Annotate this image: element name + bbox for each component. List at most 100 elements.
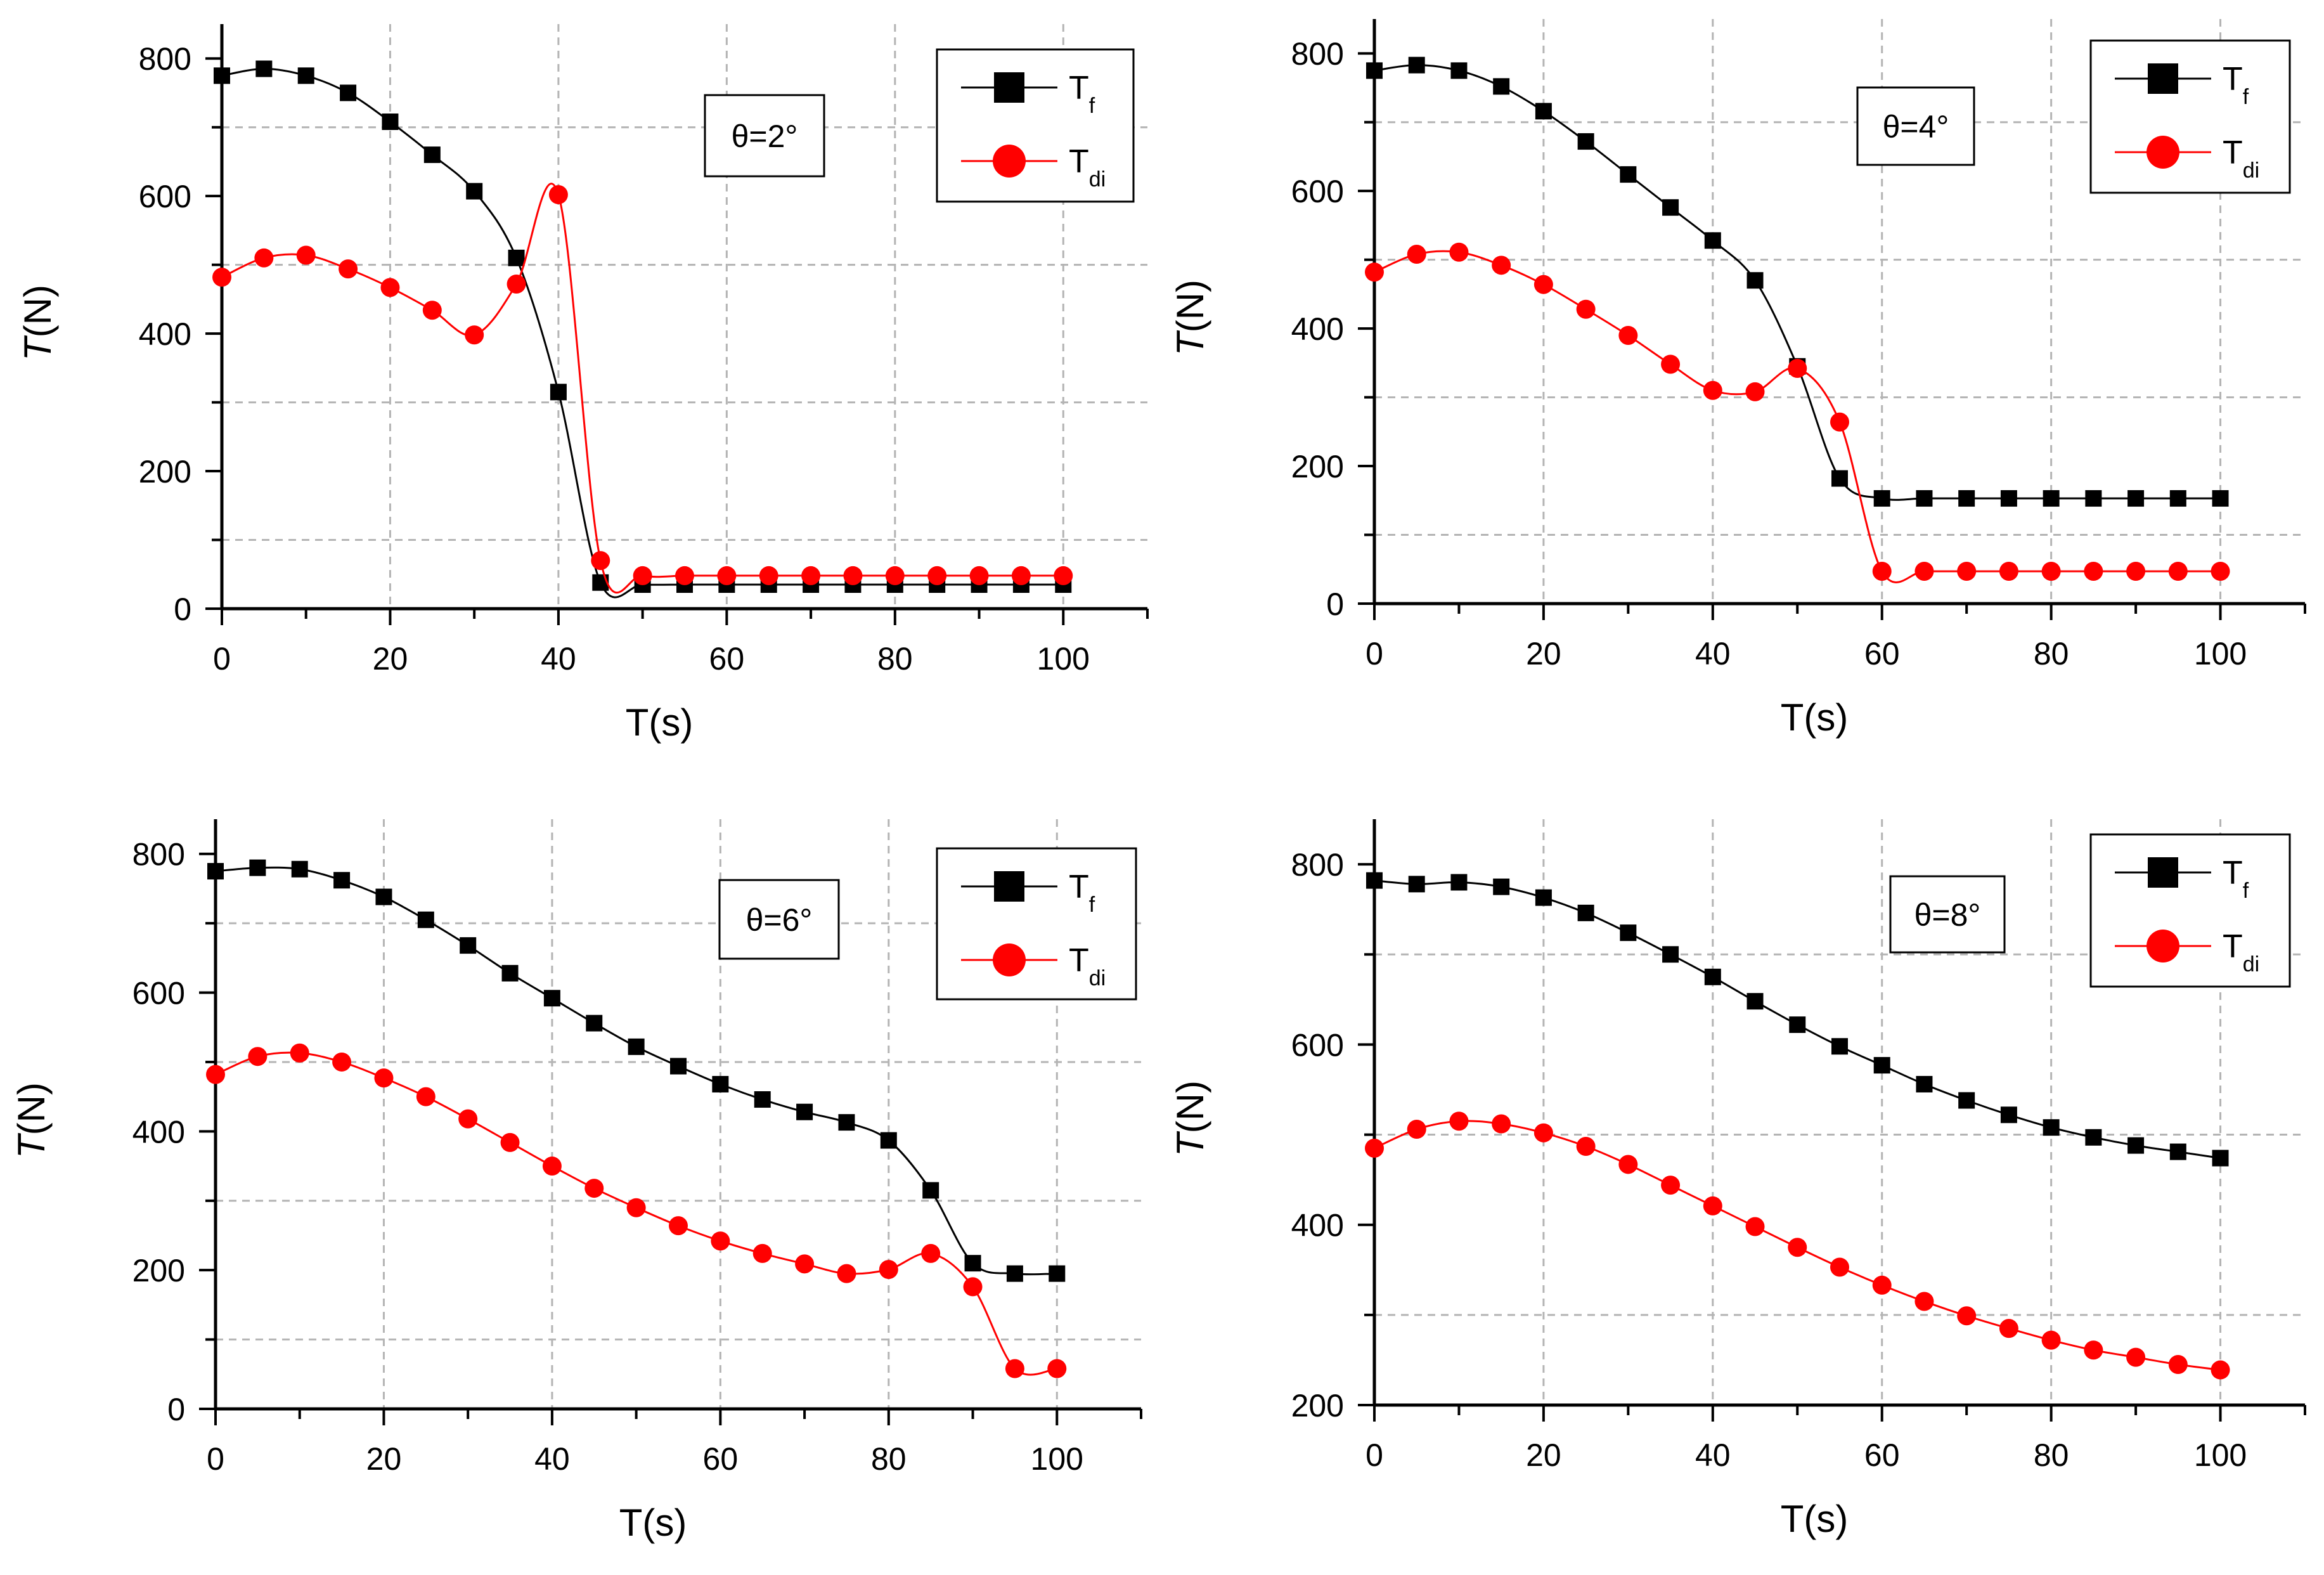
data-point-square xyxy=(1535,103,1552,120)
y-tick-label: 800 xyxy=(139,41,191,77)
data-point-circle xyxy=(1533,1123,1553,1143)
data-point-square xyxy=(880,1132,897,1149)
data-point-circle xyxy=(1999,1319,2018,1338)
data-point-square xyxy=(1450,874,1468,891)
data-point-circle xyxy=(927,566,947,585)
data-point-circle xyxy=(1005,1359,1024,1378)
annotation-box xyxy=(704,94,825,178)
data-point-circle xyxy=(500,1132,520,1152)
data-point-square xyxy=(2043,490,2060,507)
legend-marker-circle xyxy=(2146,136,2179,169)
x-tick-label: 0 xyxy=(207,1441,224,1477)
legend-label-main: T xyxy=(1069,869,1089,905)
data-point-square xyxy=(1366,872,1383,889)
legend-label: Tf xyxy=(2223,855,2249,903)
x-tick-label: 100 xyxy=(2194,1437,2247,1473)
data-point-square xyxy=(1049,1265,1066,1282)
data-point-square xyxy=(796,1103,813,1120)
data-point-square xyxy=(291,860,308,878)
data-point-square xyxy=(214,67,230,84)
y-tick-label: 600 xyxy=(132,976,185,1011)
x-tick-label: 100 xyxy=(1037,641,1090,677)
data-point-square xyxy=(1577,133,1594,150)
data-point-circle xyxy=(548,185,568,205)
data-point-circle xyxy=(1788,359,1807,379)
data-point-circle xyxy=(2126,562,2146,581)
data-point-circle xyxy=(1365,262,1384,282)
y-tick-label: 600 xyxy=(1291,174,1344,209)
data-point-circle xyxy=(416,1087,436,1106)
y-tick-label: 200 xyxy=(1291,449,1344,484)
data-point-square xyxy=(2169,1143,2186,1160)
y-tick-label: 400 xyxy=(139,316,191,352)
annotation-text: θ=4° xyxy=(1883,109,1949,145)
data-point-circle xyxy=(2211,562,2230,581)
y-axis-title: T(N) xyxy=(1169,1080,1211,1157)
legend-label-main: T xyxy=(1069,942,1089,979)
data-point-circle xyxy=(801,566,821,585)
legend-box xyxy=(2089,39,2291,194)
annotation-box xyxy=(718,879,840,960)
data-point-square xyxy=(2000,490,2017,507)
data-point-square xyxy=(255,60,273,77)
data-point-circle xyxy=(837,1264,856,1283)
x-tick-label: 80 xyxy=(2034,1437,2069,1473)
data-point-square xyxy=(1662,199,1679,216)
data-point-square xyxy=(1408,56,1425,74)
x-tick-label: 80 xyxy=(2034,636,2069,671)
data-point-square xyxy=(1493,78,1510,95)
data-point-circle xyxy=(1365,1138,1384,1158)
x-axis-title: T(s) xyxy=(1781,696,1849,739)
data-point-square xyxy=(550,384,567,401)
data-point-circle xyxy=(1661,354,1681,374)
data-point-circle xyxy=(1011,566,1031,585)
series-line-Tdi xyxy=(1374,250,2221,583)
data-point-circle xyxy=(206,1065,225,1084)
y-axis-title: T(N) xyxy=(1169,280,1211,356)
legend-label-main: T xyxy=(2223,855,2243,891)
data-point-square xyxy=(1916,490,1933,507)
data-point-circle xyxy=(1788,1238,1807,1257)
y-tick-label: 400 xyxy=(1291,311,1344,347)
series-line-Tf xyxy=(221,68,1064,599)
data-point-circle xyxy=(1618,325,1638,345)
data-point-square xyxy=(1958,1092,1975,1109)
x-tick-label: 20 xyxy=(366,1441,402,1477)
data-point-square xyxy=(712,1075,729,1092)
data-point-square xyxy=(586,1014,603,1032)
data-point-circle xyxy=(1533,275,1553,294)
data-point-circle xyxy=(885,566,905,585)
x-tick-label: 0 xyxy=(1365,636,1383,671)
data-point-square xyxy=(1493,878,1510,895)
data-point-square xyxy=(2085,1129,2102,1146)
data-point-square xyxy=(2085,490,2102,507)
x-tick-label: 80 xyxy=(877,641,913,677)
data-point-square xyxy=(1746,993,1764,1010)
data-point-circle xyxy=(1661,1176,1681,1195)
x-tick-label: 40 xyxy=(541,641,576,677)
data-point-circle xyxy=(1872,562,1892,581)
data-point-square xyxy=(460,937,477,954)
data-point-circle xyxy=(248,1047,268,1066)
data-point-circle xyxy=(332,1052,352,1072)
legend-box xyxy=(936,847,1137,1001)
y-tick-label: 800 xyxy=(132,837,185,872)
legend-label: Tdi xyxy=(2223,134,2259,183)
y-axis-title-unit: (N) xyxy=(1169,1080,1211,1133)
data-point-circle xyxy=(717,566,737,585)
data-point-circle xyxy=(1872,1275,1892,1295)
data-point-circle xyxy=(1054,566,1073,585)
data-point-circle xyxy=(2041,1330,2061,1350)
legend-label-sub: f xyxy=(2243,85,2249,109)
data-point-square xyxy=(2212,1150,2229,1167)
annotation-text: θ=2° xyxy=(732,119,798,154)
data-point-circle xyxy=(290,1043,309,1063)
data-point-circle xyxy=(921,1243,941,1263)
x-tick-label: 20 xyxy=(1526,636,1561,671)
data-point-square xyxy=(670,1058,687,1075)
data-point-square xyxy=(297,67,314,84)
data-point-circle xyxy=(1407,1120,1426,1139)
data-point-square xyxy=(2043,1119,2060,1136)
data-point-circle xyxy=(1576,1137,1596,1157)
